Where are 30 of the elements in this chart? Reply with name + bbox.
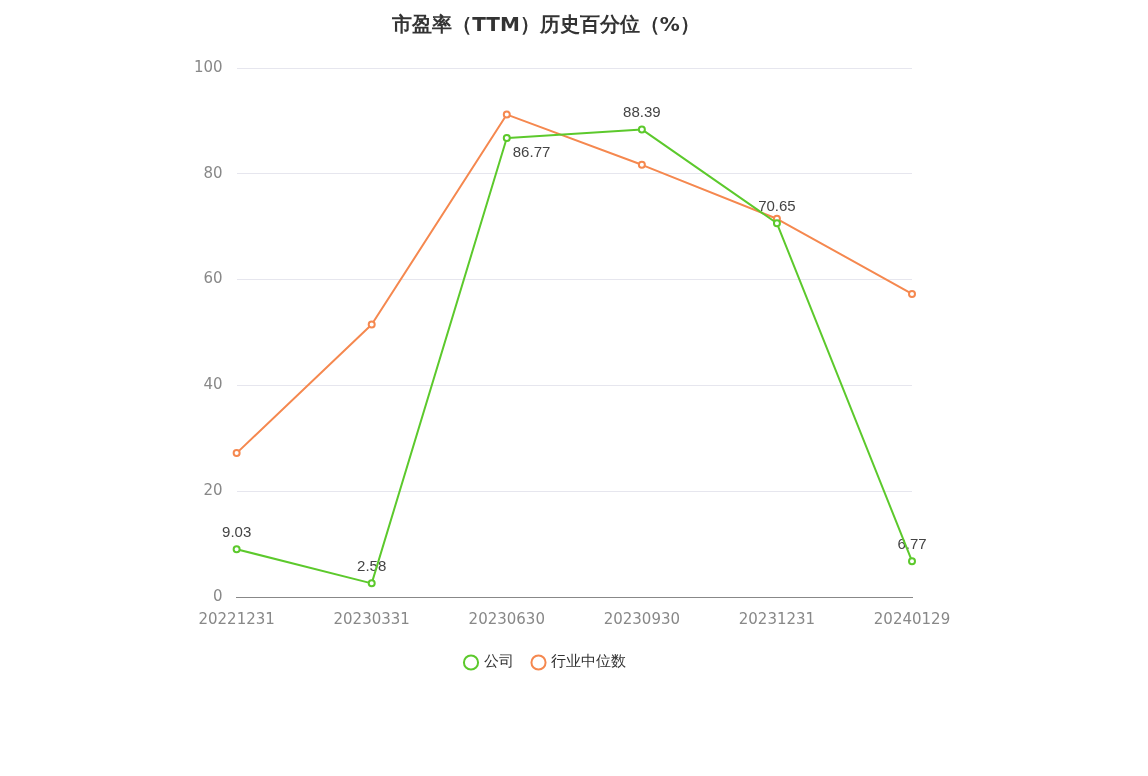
chart-title: 市盈率（TTM）历史百分位（%）: [391, 12, 700, 37]
point: [502, 110, 511, 119]
point: [502, 133, 511, 142]
y-tick-label: 0: [213, 586, 223, 605]
point: [232, 545, 241, 554]
y-tick-label: 40: [203, 375, 223, 394]
data-label: 86.77: [512, 142, 551, 160]
y-tick-label: 80: [203, 163, 223, 182]
legend-label: 行业中位数: [551, 652, 626, 671]
y-tick-label: 60: [203, 269, 223, 288]
x-tick-label: 20230930: [603, 609, 681, 628]
x-tick-label: 20221231: [198, 609, 275, 628]
legend-label: 公司: [483, 652, 514, 671]
x-tick-label: 20231231: [738, 609, 816, 628]
point: [908, 289, 916, 298]
data-label: 88.39: [623, 103, 661, 121]
point: [908, 557, 916, 566]
x-tick-label: 20240129: [873, 609, 951, 628]
point: [637, 125, 646, 134]
point: [637, 160, 646, 169]
data-label: 70.65: [758, 196, 796, 214]
point: [367, 320, 376, 329]
point: [367, 579, 376, 588]
point: [232, 449, 241, 458]
y-tick-label: 100: [193, 57, 223, 76]
x-tick-label: 20230630: [468, 609, 545, 628]
data-label: 9.03: [222, 522, 252, 540]
x-tick-label: 20230331: [333, 609, 410, 628]
y-tick-label: 20: [203, 481, 223, 500]
point: [772, 219, 781, 228]
